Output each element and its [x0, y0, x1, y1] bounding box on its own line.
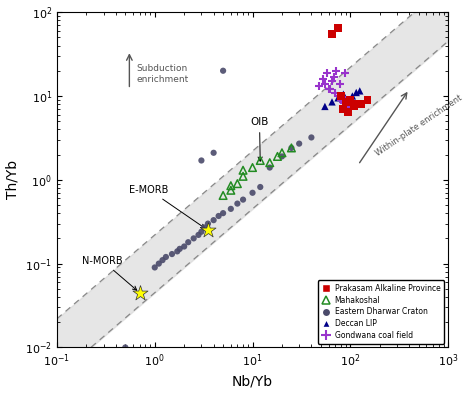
Point	[227, 187, 235, 193]
Point	[227, 206, 235, 212]
X-axis label: Nb/Yb: Nb/Yb	[232, 374, 273, 388]
Legend: Prakasam Alkaline Province, Mahakoshal, Eastern Dharwar Craton, Deccan LIP, Gond: Prakasam Alkaline Province, Mahakoshal, …	[318, 280, 444, 344]
Point	[346, 101, 354, 107]
Point	[358, 101, 365, 107]
Point	[219, 192, 227, 199]
Point	[151, 264, 158, 271]
Text: E-MORB: E-MORB	[129, 185, 205, 228]
Point	[234, 201, 241, 207]
Text: OIB: OIB	[250, 117, 269, 161]
Point	[354, 101, 362, 107]
Point	[210, 217, 218, 223]
Point	[195, 232, 202, 238]
Point	[234, 180, 241, 187]
Point	[168, 251, 176, 257]
Point	[353, 89, 360, 96]
Point	[339, 106, 347, 112]
Point	[346, 97, 354, 103]
Point	[328, 31, 336, 37]
Point	[336, 81, 344, 87]
Point	[339, 99, 347, 105]
Point	[162, 254, 170, 260]
Point	[215, 213, 222, 219]
Point	[342, 99, 350, 105]
Point	[181, 243, 188, 250]
Point	[176, 246, 183, 252]
Point	[273, 153, 281, 160]
Point	[121, 344, 129, 351]
Point	[227, 182, 235, 189]
Point	[173, 248, 181, 255]
Point	[198, 157, 205, 164]
Point	[308, 134, 315, 141]
Point	[239, 167, 247, 173]
Point	[256, 184, 264, 190]
Point	[337, 97, 345, 103]
Point	[334, 93, 342, 99]
Point	[326, 86, 334, 93]
Point	[333, 68, 340, 74]
Text: Within-plate enrichment: Within-plate enrichment	[374, 94, 464, 158]
Point	[323, 69, 331, 76]
Point	[330, 74, 337, 80]
Point	[256, 157, 264, 164]
Point	[198, 229, 205, 235]
Point	[278, 153, 286, 160]
Point	[344, 103, 352, 110]
Point	[155, 260, 163, 267]
Point	[334, 25, 342, 31]
Point	[344, 108, 352, 115]
Text: N-MORB: N-MORB	[82, 256, 137, 290]
Point	[344, 97, 352, 103]
Point	[201, 224, 208, 230]
Point	[315, 83, 323, 89]
Point	[288, 145, 295, 151]
Point	[204, 221, 212, 227]
Point	[184, 239, 192, 245]
Point	[239, 173, 247, 180]
Text: Subduction
enrichment: Subduction enrichment	[137, 64, 189, 84]
Point	[364, 97, 371, 103]
Point	[348, 93, 356, 99]
Point	[337, 93, 345, 99]
Point	[288, 145, 295, 151]
Point	[204, 227, 212, 233]
Point	[331, 89, 339, 96]
Point	[219, 68, 227, 74]
Point	[136, 290, 144, 296]
Point	[328, 99, 336, 105]
Point	[356, 88, 364, 94]
Point	[339, 91, 347, 97]
Point	[351, 103, 358, 110]
Point	[159, 257, 166, 263]
Point	[334, 95, 342, 101]
Point	[239, 197, 247, 203]
Point	[190, 235, 198, 242]
Point	[266, 160, 273, 166]
Point	[210, 150, 218, 156]
Point	[219, 210, 227, 216]
Point	[321, 103, 328, 110]
Y-axis label: Th/Yb: Th/Yb	[6, 160, 19, 199]
Point	[278, 150, 286, 156]
Point	[249, 190, 256, 196]
Point	[249, 164, 256, 171]
Point	[295, 141, 303, 147]
Point	[328, 78, 336, 84]
Point	[341, 69, 349, 76]
Point	[342, 97, 350, 103]
Point	[321, 81, 328, 87]
Point	[266, 164, 273, 171]
Point	[325, 86, 332, 93]
Point	[319, 76, 326, 82]
